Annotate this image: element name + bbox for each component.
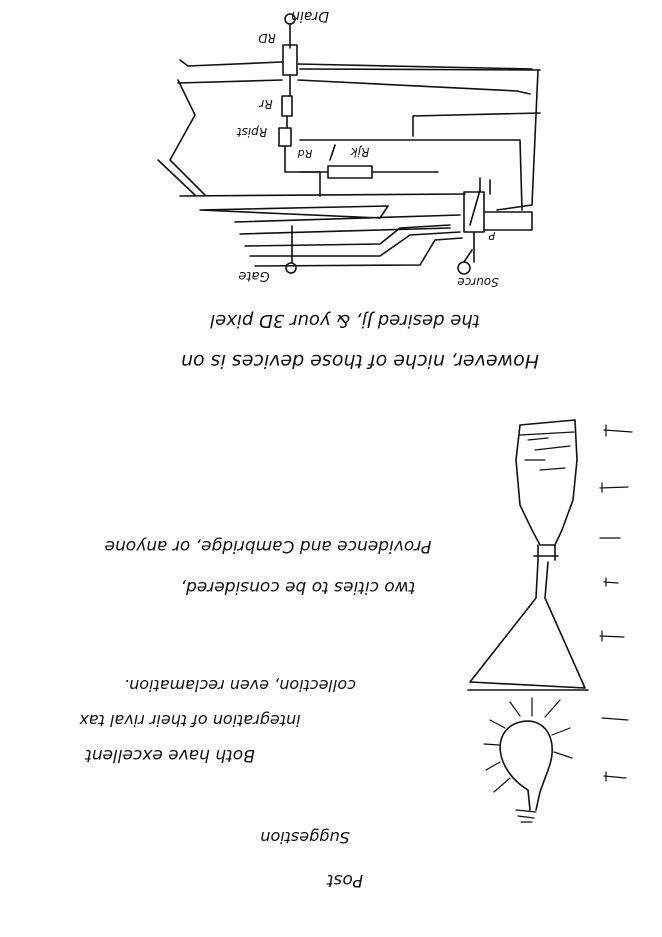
bus-wire-3 bbox=[299, 68, 541, 71]
source-label: Source bbox=[457, 275, 498, 289]
source-terminal bbox=[457, 261, 471, 275]
note-line-4: Providence and Cambridge, or anyone bbox=[105, 536, 432, 556]
drain-label: Drain bbox=[291, 8, 329, 24]
bottle-icon bbox=[515, 419, 578, 561]
light-bulb-icon bbox=[483, 697, 573, 823]
rjk-label: Rjk bbox=[350, 145, 370, 159]
bus-wire-2 bbox=[177, 79, 531, 95]
flask-icon bbox=[467, 559, 589, 691]
circuit-diagram: Drain RD Rr Rpist Rd Rjk Gate Source P bbox=[157, 8, 541, 289]
note-line-5: Both have excellent bbox=[84, 745, 255, 765]
rpist-label: Rpist bbox=[236, 125, 268, 139]
note-line-8: Suggestion bbox=[260, 828, 349, 847]
rpist-resistor bbox=[278, 127, 292, 147]
handwritten-notes: However, niche of those devices is on th… bbox=[79, 310, 539, 890]
note-line-7: collection, even reclamation. bbox=[124, 676, 356, 695]
note-line-3: two cities to be considered, bbox=[181, 577, 416, 597]
bus-wire-6 bbox=[179, 193, 466, 197]
gate-label: Gate bbox=[238, 268, 269, 283]
rr-resistor bbox=[281, 95, 293, 117]
rd-small-label: Rd bbox=[297, 147, 313, 160]
rr-label: Rr bbox=[258, 97, 272, 111]
bus-wire-5 bbox=[299, 139, 523, 211]
gate-bar bbox=[199, 205, 389, 219]
rjk-resistor bbox=[327, 165, 373, 179]
rd-label: RD bbox=[258, 31, 276, 45]
note-line-6: integration of their rival tax bbox=[79, 711, 301, 730]
note-line-9: Post bbox=[326, 870, 364, 890]
rd-resistor bbox=[282, 44, 298, 76]
note-line-2: the desired Jj, & your 3D pixel bbox=[210, 310, 480, 331]
p-label: P bbox=[488, 229, 495, 242]
margin-ticks bbox=[599, 424, 633, 782]
bus-wire-4 bbox=[412, 112, 541, 137]
note-line-1: However, niche of those devices is on bbox=[181, 350, 539, 372]
bus-wire-1 bbox=[187, 61, 533, 70]
gate-terminal bbox=[285, 262, 297, 274]
